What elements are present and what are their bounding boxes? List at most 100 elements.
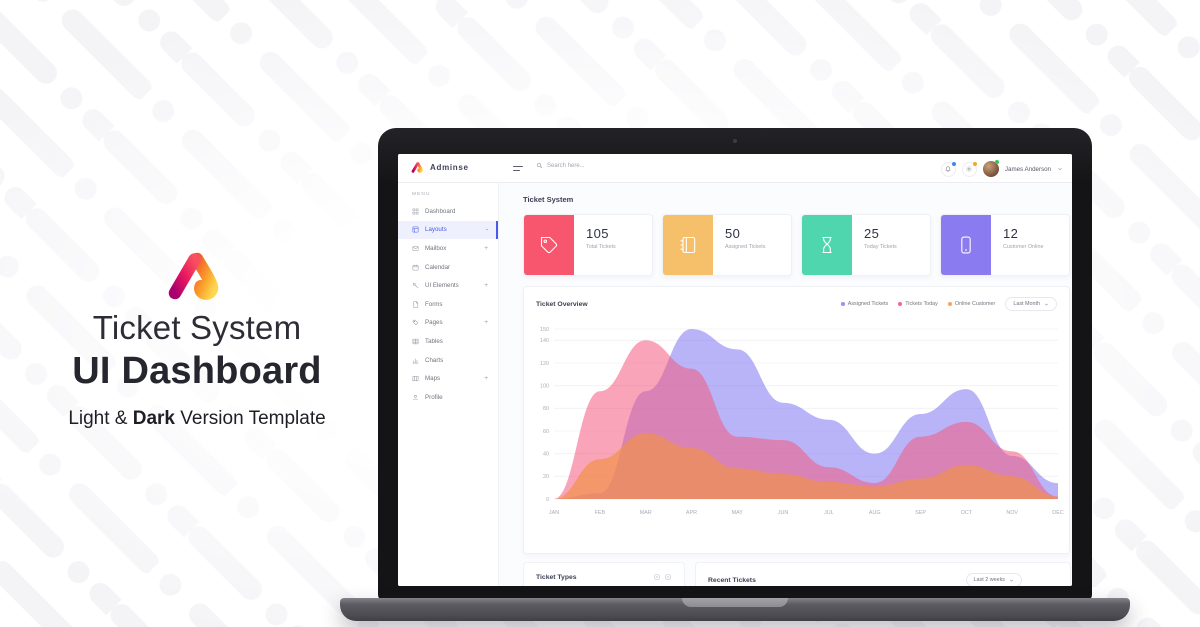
legend-dot <box>947 302 952 306</box>
ticket-types-title: Ticket Types <box>536 573 577 581</box>
stat-card-icon-block <box>524 215 574 275</box>
online-status-dot <box>994 160 999 164</box>
brand-logo <box>28 252 366 305</box>
svg-text:MAR: MAR <box>640 510 652 516</box>
stat-card-customer-online: 12 Customer Online <box>940 214 1070 276</box>
stat-card-today-tickets: 25 Today Tickets <box>801 214 931 276</box>
legend-label: Tickets Today <box>905 301 938 307</box>
hero-title-line1: Ticket System <box>92 309 302 346</box>
hero-text-block: Ticket System UI Dashboard Light & Dark … <box>28 252 366 430</box>
stat-cards-row: 105 Total Tickets 50 Assigned Tickets 25 Toda… <box>523 214 1070 276</box>
stat-card-icon-block <box>802 215 852 275</box>
sidebar-item-layouts[interactable]: Layouts - <box>398 220 498 240</box>
chart-control-icon[interactable] <box>664 573 672 581</box>
app-brand-name: Adminse <box>430 163 469 172</box>
pages-icon <box>412 320 419 326</box>
gear-icon <box>966 166 973 172</box>
stat-label: Today Tickets <box>864 244 897 250</box>
stat-card-total-tickets: 105 Total Tickets <box>523 214 653 276</box>
laptop-bezel: Adminse Search here... <box>378 128 1092 600</box>
chart-control-icon[interactable] <box>653 573 661 581</box>
sidebar-item-charts[interactable]: Charts <box>398 351 498 370</box>
svg-text:JUN: JUN <box>778 510 789 516</box>
sidebar-item-expand: + <box>484 319 488 327</box>
ticket-overview-title: Ticket Overview <box>536 300 588 308</box>
notifications-button[interactable] <box>940 161 956 177</box>
svg-text:AUG: AUG <box>869 510 881 516</box>
sidebar-item-ui-elements[interactable]: UI Elements + <box>398 276 498 295</box>
sidebar-divider <box>498 154 499 586</box>
sidebar-item-pages[interactable]: Pages + <box>398 314 498 333</box>
hero-subtitle-bold: Dark <box>132 408 175 429</box>
sidebar-item-label: Calendar <box>425 263 451 271</box>
sidebar-item-label: Mailbox <box>425 244 447 252</box>
sidebar-item-profile[interactable]: Profile <box>398 388 498 407</box>
hero-subtitle-suffix: Version Template <box>175 408 326 429</box>
sidebar-item-label: UI Elements <box>425 282 459 290</box>
navbar-right-cluster: James Anderson <box>940 160 1063 177</box>
search-input[interactable]: Search here... <box>536 162 585 169</box>
menu-toggle-icon[interactable] <box>513 166 523 173</box>
ui-elements-icon <box>412 283 419 289</box>
recent-tickets-range-label: Last 2 weeks <box>973 577 1005 583</box>
app-brand[interactable]: Adminse <box>411 162 469 173</box>
sidebar-item-label: Forms <box>425 300 443 308</box>
svg-text:JAN: JAN <box>549 510 559 516</box>
sidebar-item-forms[interactable]: Forms <box>398 295 498 314</box>
area-chart: 0 20 40 60 80 100 120 140 150 JAN FEB MAR APR MAY JUN J… <box>540 327 1064 516</box>
svg-text:MAY: MAY <box>732 510 744 516</box>
sidebar-item-calendar[interactable]: Calendar <box>398 258 498 277</box>
legend-item: Online Customer <box>947 301 996 307</box>
sidebar: MENU Dashboard Layouts - Mailbox + Calendar UI… <box>398 183 498 586</box>
sidebar-item-label: Profile <box>425 393 443 401</box>
sidebar-item-maps[interactable]: Maps + <box>398 369 498 388</box>
sidebar-item-expand: + <box>484 244 488 252</box>
page-title: Ticket System <box>523 195 574 204</box>
sidebar-item-expand: - <box>485 226 488 234</box>
laptop-base-notch <box>682 598 788 607</box>
profile-icon <box>413 394 418 400</box>
sidebar-item-mailbox[interactable]: Mailbox + <box>398 239 498 258</box>
app-logo-icon <box>411 162 423 173</box>
stat-label: Total Tickets <box>586 244 616 250</box>
recent-tickets-range-button[interactable]: Last 2 weeks <box>965 573 1022 586</box>
layouts-icon <box>412 227 419 233</box>
tag-icon <box>540 236 558 254</box>
search-icon <box>536 162 543 169</box>
svg-text:80: 80 <box>543 406 549 412</box>
stat-label: Customer Online <box>1003 244 1044 250</box>
chevron-down-icon <box>1045 303 1048 306</box>
sidebar-item-label: Pages <box>425 319 443 327</box>
svg-text:FEB: FEB <box>595 510 606 516</box>
svg-text:JUL: JUL <box>824 510 834 516</box>
sidebar-item-label: Charts <box>425 356 444 364</box>
sidebar-item-label: Tables <box>425 337 443 345</box>
stat-label: Assigned Tickets <box>725 244 766 250</box>
sidebar-item-label: Dashboard <box>425 207 456 215</box>
laptop-camera <box>733 139 737 143</box>
svg-text:150: 150 <box>540 327 549 333</box>
sidebar-item-tables[interactable]: Tables <box>398 332 498 351</box>
ticket-types-controls <box>653 573 672 581</box>
sidebar-item-expand: + <box>484 375 488 383</box>
sidebar-item-dashboard[interactable]: Dashboard <box>398 202 498 221</box>
notebook-icon <box>680 236 696 254</box>
chevron-down-icon[interactable] <box>1057 166 1063 172</box>
sidebar-item-label: Layouts <box>425 226 447 234</box>
stat-value: 105 <box>586 226 609 241</box>
charts-icon <box>412 358 419 363</box>
sidebar-item-label: Maps <box>425 375 441 383</box>
ticket-overview-card: Ticket Overview Assigned Tickets Tickets … <box>523 286 1070 554</box>
user-name: James Anderson <box>1004 165 1051 173</box>
notification-badge <box>951 161 956 166</box>
svg-text:40: 40 <box>543 452 549 458</box>
chart-legend: Assigned Tickets Tickets Today Online Cust… <box>840 301 996 307</box>
stat-card-icon-block <box>941 215 991 275</box>
avatar[interactable] <box>982 160 999 177</box>
legend-item: Tickets Today <box>898 301 938 307</box>
overview-range-button[interactable]: Last Month <box>1005 297 1057 311</box>
calendar-icon <box>412 264 419 270</box>
svg-text:140: 140 <box>540 338 549 344</box>
legend-label: Online Customer <box>954 301 996 307</box>
settings-button[interactable] <box>961 161 977 177</box>
